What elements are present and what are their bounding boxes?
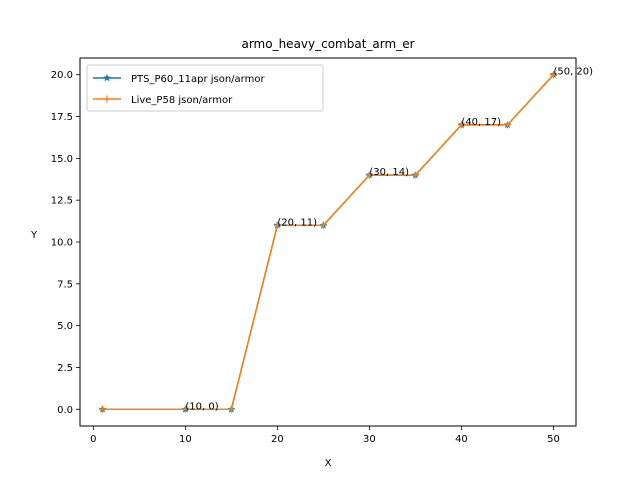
x-tick-label: 10 [179,434,192,445]
y-tick-label: 7.5 [57,279,73,290]
y-tick-label: 15.0 [51,154,73,165]
y-tick-label: 0.0 [57,405,73,416]
legend: PTS_P60_11apr json/armor Live_P58 json/ar… [86,64,324,112]
y-tick-label: 5.0 [57,321,73,332]
data-label: (20, 11) [277,217,317,228]
y-tick-label: 10.0 [51,238,73,249]
series-line [102,74,555,411]
x-tick-label: 30 [363,434,376,445]
annotations: (10, 0) (20, 11) (30, 14) (40, 17) (50, 20) [185,67,593,413]
data-point [99,405,107,413]
data-point [411,171,419,179]
y-axis: 0.0 2.5 5.0 7.5 10.0 12.5 15.0 17.5 20.0 [51,70,80,416]
legend-box [86,64,324,112]
legend-marker [102,73,112,82]
y-axis-label: Y [30,230,38,241]
plot-area [98,70,558,413]
data-point [457,121,465,129]
data-label: (50, 20) [553,67,593,78]
data-label: (10, 0) [185,401,218,412]
legend-marker [103,95,111,103]
data-point [181,405,189,413]
legend-entry: Live_P58 json/armor [131,95,233,106]
data-label: (30, 14) [369,167,409,178]
data-point [319,221,327,229]
data-point [273,221,281,229]
legend-entry: PTS_P60_11apr json/armor [131,74,265,85]
y-tick-label: 17.5 [51,112,73,123]
y-tick-label: 12.5 [51,196,73,207]
data-point [503,121,511,129]
x-tick-label: 20 [271,434,284,445]
data-point [549,71,557,79]
data-label: (40, 17) [461,117,501,128]
x-axis-label: X [325,458,332,469]
x-axis: 0 10 20 30 40 50 [90,426,560,445]
data-point [227,405,235,413]
x-tick-label: 0 [90,434,96,445]
x-tick-label: 50 [547,434,560,445]
y-tick-label: 20.0 [51,70,73,81]
chart-title: armo_heavy_combat_arm_er [241,37,414,51]
x-tick-label: 40 [455,434,468,445]
y-tick-label: 2.5 [57,363,73,374]
series-2 [99,71,557,413]
data-point [365,171,373,179]
